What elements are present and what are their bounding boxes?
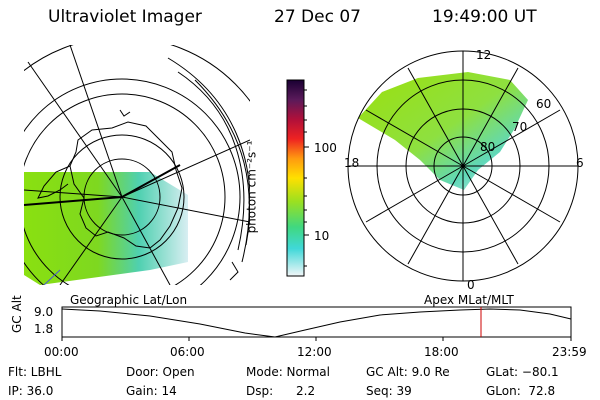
mlt-label-12: 12	[476, 48, 492, 62]
timeline-ylabel: GC Alt	[10, 295, 24, 333]
seq-info: Seq: 39	[366, 384, 412, 398]
date-label: 27 Dec 07	[274, 7, 361, 27]
altitude-curve	[61, 308, 572, 338]
colorbar-tick-100: 100	[314, 141, 337, 155]
ip-info: IP: 36.0	[8, 384, 54, 398]
mlt-label-18: 18	[344, 156, 360, 170]
dsp-info: Dsp: 2.2	[246, 384, 316, 398]
filter-info: Flt: LBHL	[8, 365, 62, 379]
mlat-label-80: 80	[480, 140, 496, 154]
glat-info: GLat: −80.1	[486, 365, 559, 379]
xtick-0600: 06:00	[170, 345, 205, 359]
colorbar-unit-label: photon cm⁻²s⁻¹	[244, 140, 259, 234]
geographic-caption: Geographic Lat/Lon	[70, 293, 188, 307]
gain-info: Gain: 14	[126, 384, 177, 398]
xtick-0000: 00:00	[44, 345, 79, 359]
timeline-panel	[61, 306, 572, 341]
mlt-label-0: 0	[467, 278, 475, 292]
xtick-1200: 12:00	[297, 345, 332, 359]
polar-plot	[347, 50, 579, 282]
colorbar	[286, 79, 305, 277]
xtick-2359: 23:59	[552, 345, 587, 359]
mode-info: Mode: Normal	[246, 365, 330, 379]
door-info: Door: Open	[126, 365, 195, 379]
mlat-label-70: 70	[512, 120, 528, 134]
gc-alt-info: GC Alt: 9.0 Re	[366, 365, 450, 379]
xtick-1800: 18:00	[424, 345, 459, 359]
time-label: 19:49:00 UT	[432, 7, 537, 27]
mlt-label-6: 6	[576, 156, 584, 170]
instrument-title: Ultraviolet Imager	[48, 7, 202, 27]
apex-caption: Apex MLat/MLT	[424, 293, 514, 307]
aurora-swath-left	[24, 172, 188, 285]
ytick-9: 9.0	[34, 305, 54, 319]
mlat-label-60: 60	[536, 97, 552, 111]
colorbar-tick-10: 10	[314, 229, 330, 243]
ytick-1-8: 1.8	[34, 322, 54, 336]
geographic-map	[24, 45, 250, 285]
glon-info: GLon: 72.8	[486, 384, 556, 398]
